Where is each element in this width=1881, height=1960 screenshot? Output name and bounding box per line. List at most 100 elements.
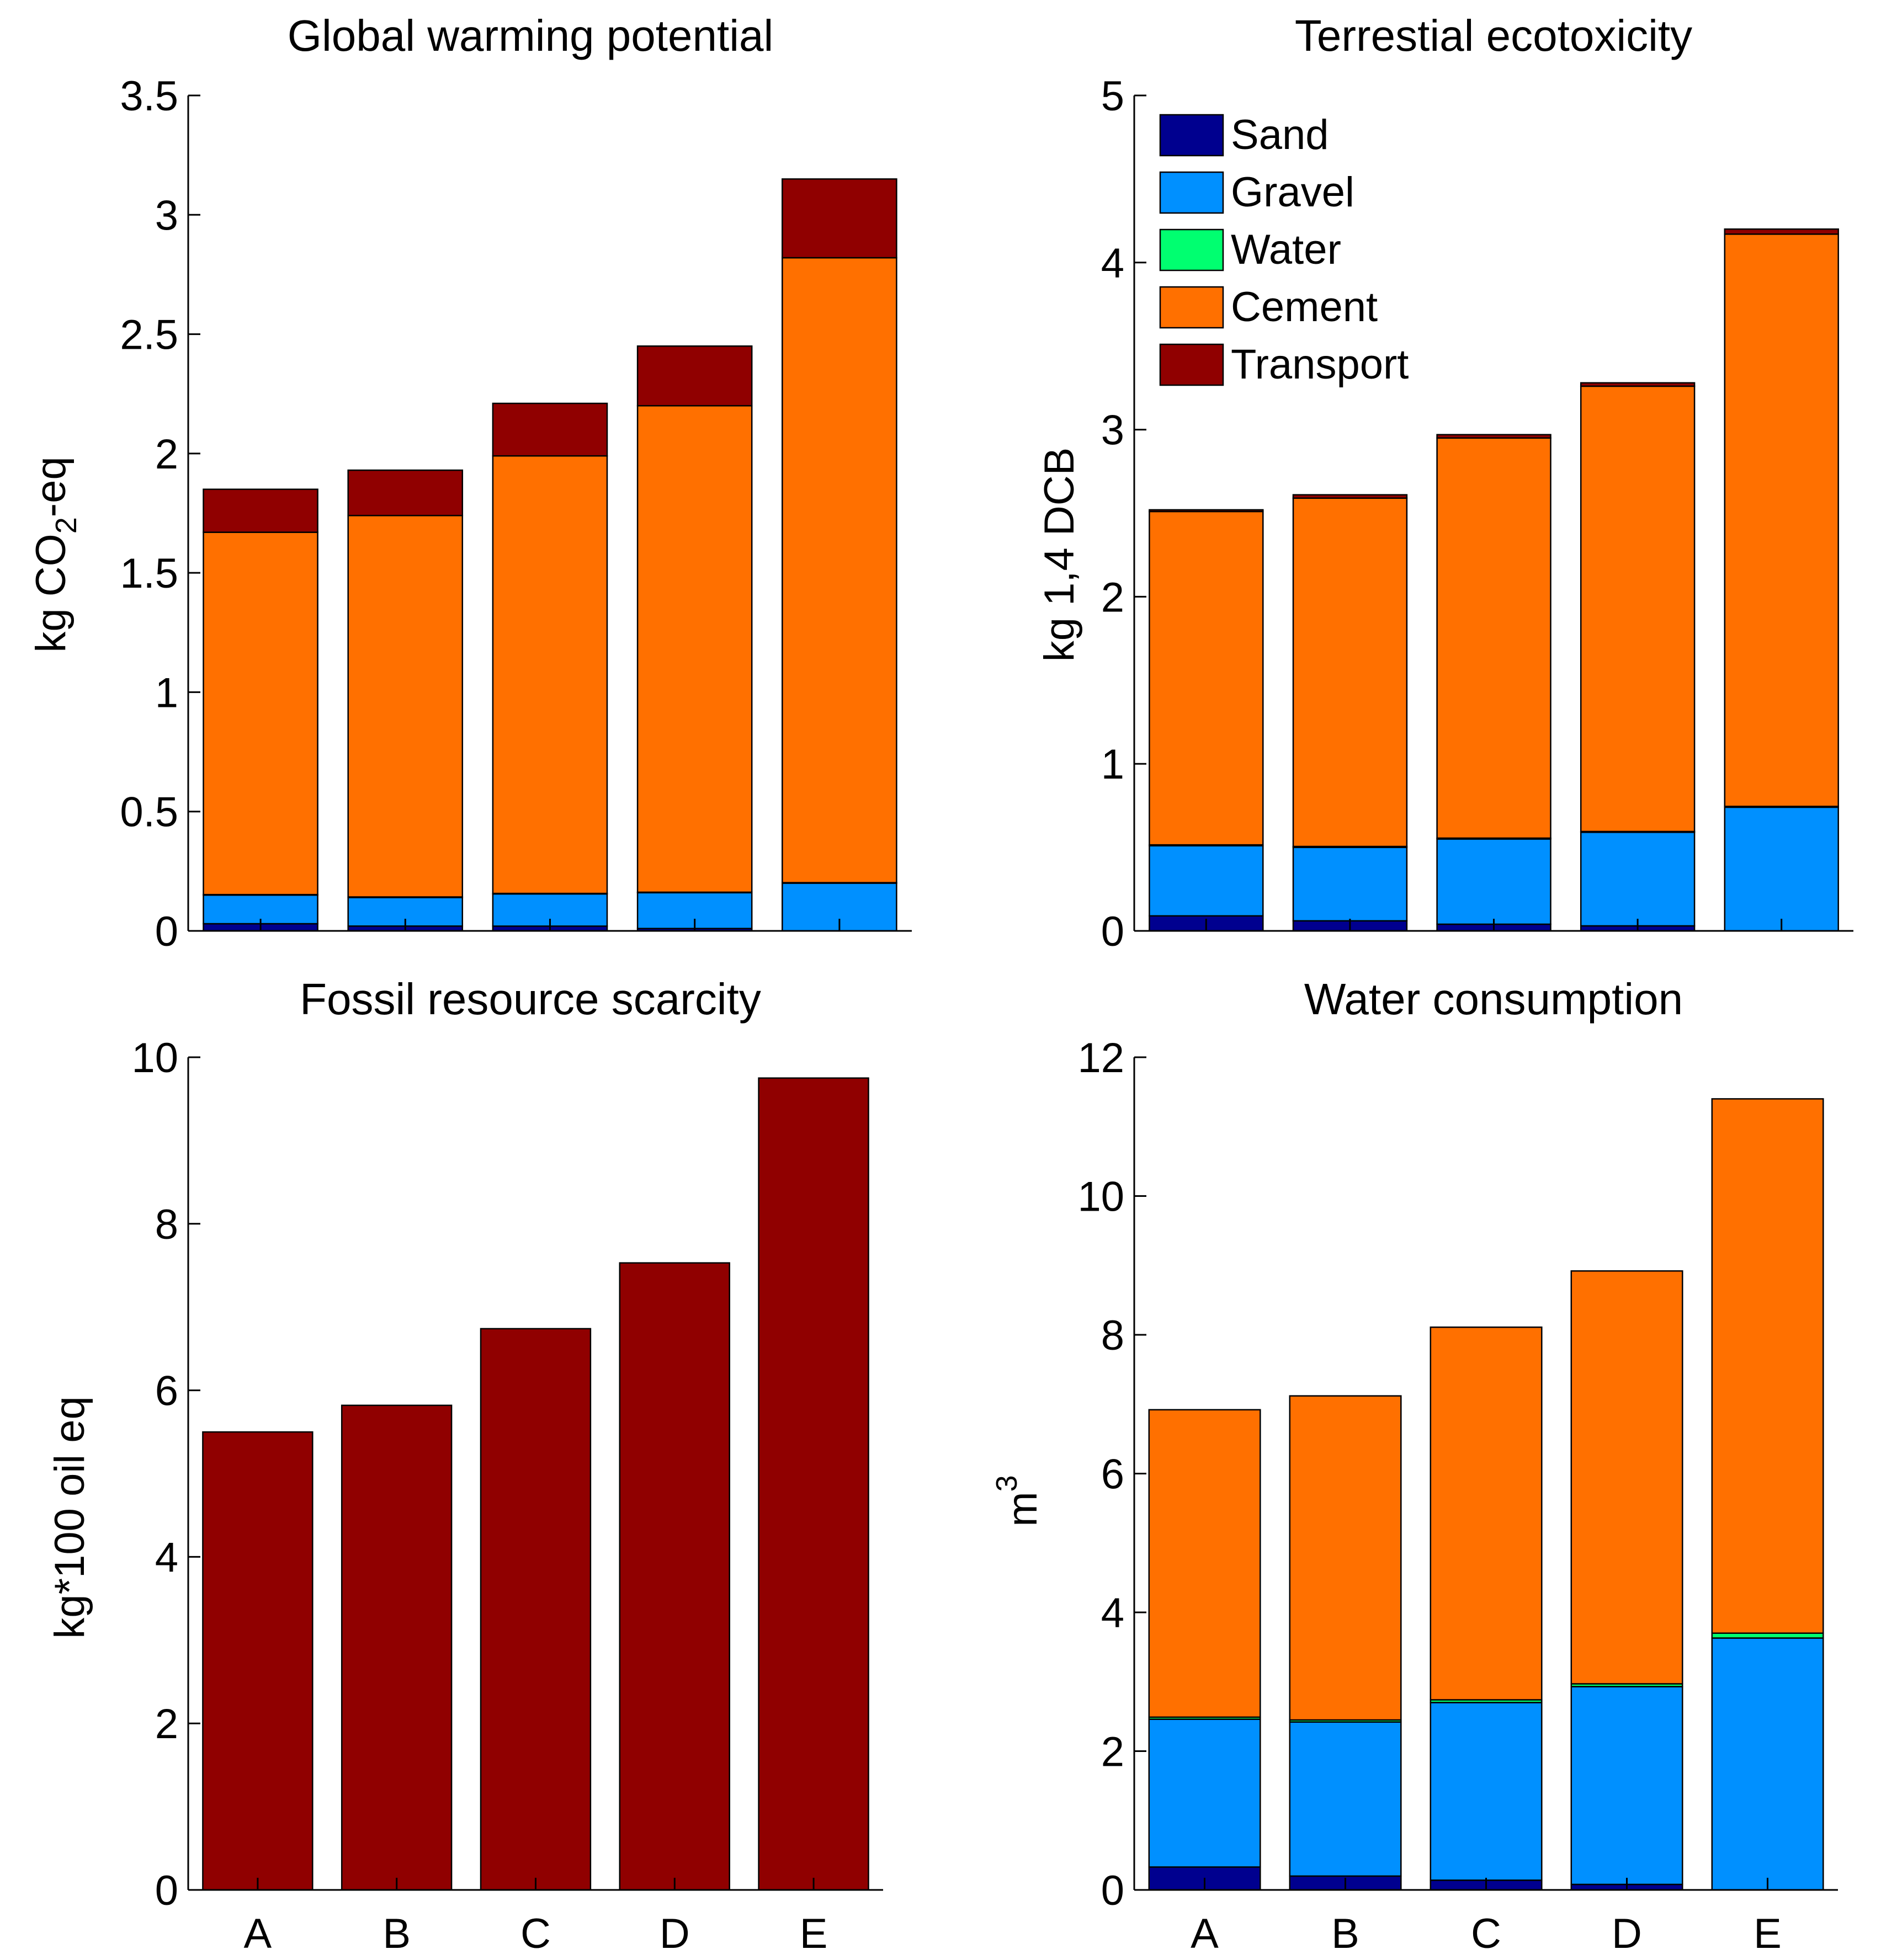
x-tick-label-C: C <box>520 1910 551 1957</box>
bar-cement-A <box>203 531 318 896</box>
y-tick-label: 4 <box>155 1534 178 1581</box>
bar-cement-B <box>347 515 464 898</box>
bar-transport-A <box>1149 509 1264 513</box>
x-tick-label-A: A <box>1191 1910 1219 1957</box>
y-tick-label: 0 <box>155 908 178 955</box>
x-tick-label-D: D <box>1612 1910 1642 1957</box>
bar-gravel-A <box>1149 845 1264 917</box>
legend-swatch-cement <box>1159 286 1224 329</box>
x-tick-label-E: E <box>800 1910 828 1957</box>
bar-water-E <box>1711 1632 1824 1639</box>
bar-transport-A <box>202 1431 314 1891</box>
legend-label-cement: Cement <box>1231 284 1378 331</box>
bar-gravel-C <box>1436 838 1551 925</box>
y-tick-label: 4 <box>1101 240 1124 287</box>
bar-cement-B <box>1289 1395 1402 1721</box>
y-axis-label: kg CO2-eq <box>28 456 83 652</box>
bar-transport-B <box>341 1404 453 1891</box>
bar-transport-D <box>619 1262 730 1891</box>
bar-cement-C <box>1430 1326 1543 1701</box>
y-tick-label: 6 <box>155 1368 178 1415</box>
bar-cement-D <box>1570 1270 1683 1685</box>
bar-cement-E <box>1724 233 1839 807</box>
chart-title: Water consumption <box>1304 974 1683 1024</box>
y-tick-label: 3 <box>1101 407 1124 454</box>
x-tick-label-C: C <box>1471 1910 1501 1957</box>
bar-cement-C <box>1436 437 1551 839</box>
y-tick-label: 1 <box>155 669 178 716</box>
y-tick-label: 2 <box>1101 1729 1124 1776</box>
bar-transport-C <box>1436 434 1551 439</box>
y-tick-label: 0.5 <box>120 789 178 836</box>
bar-gravel-B <box>1289 1721 1402 1877</box>
bar-gravel-D <box>1580 832 1696 927</box>
x-tick-label-B: B <box>1331 1910 1359 1957</box>
x-tick-label-B: B <box>382 1910 411 1957</box>
y-axis-label: kg*100 oil eq <box>46 1396 93 1638</box>
bar-cement-D <box>636 405 753 893</box>
x-tick-label-A: A <box>244 1910 272 1957</box>
chart-title: Terrestial ecotoxicity <box>1295 11 1692 60</box>
legend-label-sand: Sand <box>1231 111 1329 158</box>
y-tick-label: 5 <box>1101 73 1124 120</box>
bar-cement-C <box>492 455 608 894</box>
bar-transport-C <box>492 402 608 457</box>
chart-title: Fossil resource scarcity <box>300 974 761 1024</box>
y-tick-label: 10 <box>1077 1174 1124 1221</box>
y-tick-label: 1.5 <box>120 550 178 597</box>
legend-swatch-gravel <box>1159 171 1224 214</box>
bar-gravel-D <box>1570 1686 1683 1886</box>
bar-transport-C <box>480 1328 592 1891</box>
bar-transport-D <box>636 345 753 407</box>
chart-fossil-resource-scarcity: Fossil resource scarcity kg*100 oil eq A… <box>46 974 883 1957</box>
bar-cement-A <box>1149 510 1264 846</box>
legend-swatch-sand <box>1159 114 1224 157</box>
legend-swatch-water <box>1159 228 1224 271</box>
bar-transport-E <box>1724 228 1839 235</box>
bar-cement-D <box>1580 385 1696 833</box>
y-tick-label: 6 <box>1101 1451 1124 1498</box>
chart-terrestial-ecotoxicity: Terrestial ecotoxicity kg 1,4 DCB 0 1 2 3 4 5 <box>1036 11 1853 955</box>
bar-transport-D <box>1580 382 1696 387</box>
legend-label-transport: Transport <box>1231 341 1409 388</box>
bar-transport-B <box>1292 494 1408 499</box>
y-tick-label: 2 <box>155 431 178 478</box>
legend-label-gravel: Gravel <box>1231 169 1354 216</box>
y-tick-label: 8 <box>1101 1312 1124 1359</box>
y-tick-label: 12 <box>1077 1035 1124 1082</box>
bar-gravel-E <box>1724 806 1839 932</box>
legend-swatch-transport <box>1159 343 1224 386</box>
x-tick-label-E: E <box>1754 1910 1782 1957</box>
y-tick-label: 2 <box>1101 574 1124 621</box>
y-tick-label: 0 <box>1101 1867 1124 1914</box>
y-tick-label: 0 <box>1101 908 1124 955</box>
y-tick-label: 3 <box>155 192 178 239</box>
y-tick-label: 2 <box>155 1701 178 1748</box>
legend-label-water: Water <box>1231 226 1341 273</box>
chart-water-consumption: Water consumption m3 A B C D E 0 2 4 6 8 10 12 <box>990 974 1838 1957</box>
bar-cement-E <box>782 257 897 883</box>
y-tick-label: 8 <box>155 1201 178 1248</box>
bar-cement-A <box>1148 1409 1261 1718</box>
bar-gravel-C <box>1430 1702 1543 1881</box>
y-tick-label: 3.5 <box>120 73 178 120</box>
bar-gravel-A <box>1148 1718 1261 1868</box>
bar-cement-E <box>1711 1098 1824 1634</box>
y-tick-label: 4 <box>1101 1590 1124 1637</box>
bar-transport-A <box>203 488 318 533</box>
bar-transport-E <box>758 1077 869 1891</box>
y-tick-label: 2.5 <box>120 312 178 359</box>
bar-cement-B <box>1292 497 1408 848</box>
y-tick-label: 0 <box>155 1867 178 1914</box>
bar-transport-B <box>347 469 464 516</box>
y-tick-label: 1 <box>1101 741 1124 788</box>
bar-gravel-B <box>1292 846 1408 922</box>
legend: Sand Gravel Water Cement Transport <box>1159 111 1409 388</box>
bar-transport-E <box>782 178 897 259</box>
y-axis-label: kg 1,4 DCB <box>1036 448 1083 662</box>
y-axis-label: m3 <box>990 1475 1046 1526</box>
chart-title: Global warming potential <box>288 11 773 60</box>
bar-gravel-E <box>1711 1637 1824 1891</box>
x-tick-label-D: D <box>660 1910 690 1957</box>
